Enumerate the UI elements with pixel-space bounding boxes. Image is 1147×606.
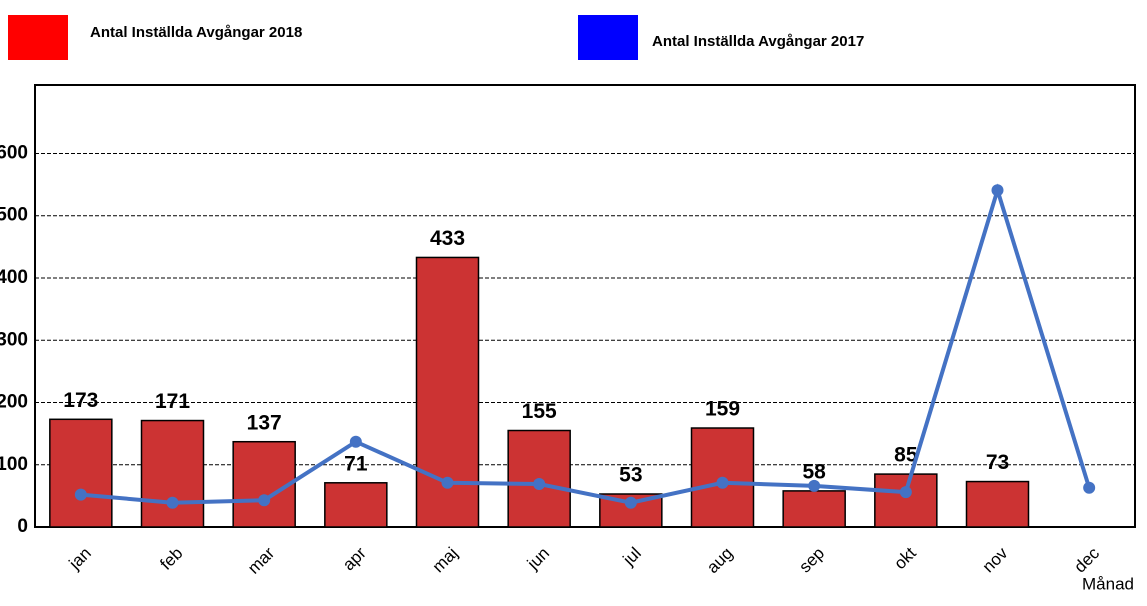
y-tick-label: 400 xyxy=(0,267,28,288)
x-tick-label: nov xyxy=(979,543,1012,576)
data-label: 433 xyxy=(430,227,465,250)
data-label: 155 xyxy=(522,400,557,423)
legend-label: Antal Inställda Avgångar 2017 xyxy=(652,33,864,50)
data-label: 58 xyxy=(802,460,826,483)
data-label: 173 xyxy=(63,389,98,412)
line-point xyxy=(1083,481,1096,494)
data-label: 73 xyxy=(986,451,1009,474)
line-point xyxy=(166,496,179,509)
x-tick-label: mar xyxy=(244,543,278,577)
bar xyxy=(140,419,205,528)
line-point xyxy=(716,476,729,489)
bar xyxy=(965,480,1030,528)
data-label: 53 xyxy=(619,464,642,487)
line-point xyxy=(533,478,546,491)
bar xyxy=(782,490,846,528)
x-tick-label: jun xyxy=(523,544,553,574)
legend-label: Antal Inställda Avgångar 2018 xyxy=(90,24,302,41)
line-point xyxy=(808,479,821,492)
x-tick-label: feb xyxy=(156,544,186,574)
x-tick-label: maj xyxy=(429,544,462,577)
bar xyxy=(324,482,388,528)
y-tick-label: 600 xyxy=(0,142,28,163)
x-tick-label: aug xyxy=(703,544,736,577)
y-tick-label: 200 xyxy=(0,392,28,413)
x-tick-label: jan xyxy=(65,544,95,574)
x-tick-label: dec xyxy=(1070,543,1103,576)
x-tick-label: sep xyxy=(795,544,828,577)
bar xyxy=(232,440,296,528)
legend-swatch xyxy=(578,15,638,60)
x-tick-label: okt xyxy=(890,543,920,573)
legend-swatch xyxy=(8,15,68,60)
data-label: 171 xyxy=(155,390,190,413)
line-point xyxy=(349,435,362,448)
line-point xyxy=(74,488,87,501)
line xyxy=(80,183,1092,505)
x-tick-label: jul xyxy=(619,544,645,570)
y-tick-label: 100 xyxy=(0,454,28,475)
bar xyxy=(49,418,113,528)
line-point xyxy=(899,486,912,499)
line-point xyxy=(441,476,454,489)
y-tick-label: 300 xyxy=(0,329,28,350)
bar xyxy=(874,473,938,528)
data-label: 85 xyxy=(894,444,918,467)
y-tick-label: 500 xyxy=(0,205,28,226)
y-tick-label: 0 xyxy=(17,516,28,537)
line-point xyxy=(624,496,637,509)
data-label: 137 xyxy=(247,411,282,434)
x-tick-label: apr xyxy=(339,543,370,574)
x-axis-label: Månad xyxy=(1082,574,1134,593)
data-label: 159 xyxy=(705,398,740,421)
line-point xyxy=(991,184,1004,197)
data-label: 71 xyxy=(344,452,368,475)
line-point xyxy=(258,494,271,507)
plot-frame xyxy=(34,84,1136,528)
